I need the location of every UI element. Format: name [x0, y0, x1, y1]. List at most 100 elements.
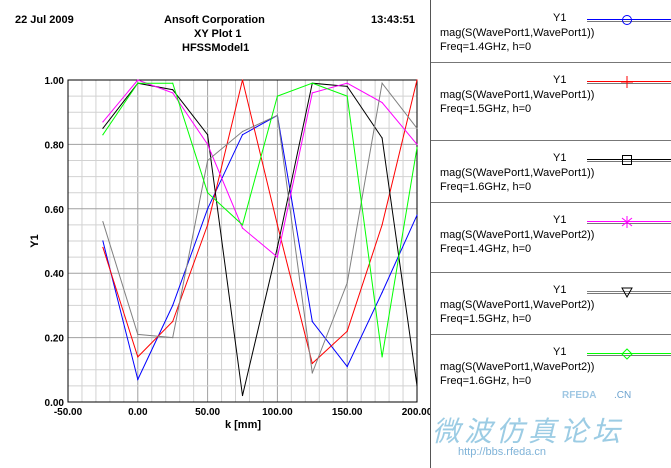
data-point: [381, 82, 383, 84]
series-line-4: [102, 79, 418, 259]
data-point: [102, 134, 104, 136]
y-tick-label: 0.00: [45, 398, 65, 409]
watermark-domain: .CN: [614, 390, 632, 401]
data-point: [207, 134, 209, 136]
legend-series-name: Y1: [553, 214, 567, 226]
legend-frequency: Freq=1.4GHz, h=0: [440, 243, 532, 255]
data-point: [207, 224, 209, 226]
legend-frequency: Freq=1.6GHz, h=0: [440, 375, 532, 387]
data-point: [311, 82, 313, 84]
x-tick-label: 100.00: [262, 407, 293, 418]
legend-series-name: Y1: [553, 284, 567, 296]
legend-expression: mag(S(WavePort1,WavePort2)): [440, 361, 595, 373]
data-point: [241, 79, 244, 81]
data-point: [346, 330, 348, 332]
legend-entry-5[interactable]: Y1 mag(S(WavePort1,WavePort2)) Freq=1.5GHz…: [431, 272, 671, 334]
legend-line-sample: [587, 19, 671, 20]
data-point: [276, 114, 278, 117]
series-layer: [102, 79, 418, 397]
x-tick-label: 50.00: [195, 407, 220, 418]
legend-panel: Y1 mag(S(WavePort1,WavePort1)) Freq=1.4GHz…: [430, 0, 671, 468]
data-point: [416, 79, 418, 81]
data-point: [102, 246, 104, 249]
data-point: [172, 304, 174, 306]
legend-line-sample: [587, 291, 671, 292]
data-point: [276, 246, 278, 249]
series-line-2: [102, 79, 418, 365]
series-line-5: [102, 81, 418, 374]
legend-separator: [431, 272, 671, 273]
watermark-rfeda: RFEDA: [562, 390, 597, 401]
x-tick-label: 200.00: [402, 407, 430, 418]
plot-date: 22 Jul 2009: [15, 14, 74, 26]
y-tick-label: 0.20: [45, 334, 65, 345]
plot-canvas: -50.00 0.00 50.00 100.00 150.00 200.000.000.2…: [29, 76, 430, 431]
data-point: [416, 385, 418, 387]
legend-separator: [431, 334, 671, 335]
data-point: [241, 130, 244, 133]
data-point: [381, 101, 383, 104]
legend-marker-plus-icon: [621, 76, 633, 88]
legend-separator: [431, 140, 671, 141]
legend-entry-3[interactable]: Y1 mag(S(WavePort1,WavePort1)) Freq=1.6GHz…: [431, 140, 671, 202]
grid: [67, 79, 418, 403]
data-point: [241, 224, 244, 226]
legend-entry-2[interactable]: Y1 mag(S(WavePort1,WavePort1)) Freq=1.5GHz…: [431, 62, 671, 124]
legend-separator: [431, 202, 671, 203]
data-point: [241, 227, 244, 229]
legend-line-sample: [587, 159, 671, 160]
data-point: [346, 282, 348, 284]
legend-entry-1[interactable]: Y1 mag(S(WavePort1,WavePort1)) Freq=1.4GHz…: [431, 0, 671, 62]
data-point: [207, 143, 209, 145]
y-tick-label: 1.00: [45, 76, 65, 87]
data-point: [137, 79, 139, 81]
watermark-chinese: 微波仿真论坛: [432, 415, 625, 448]
legend-expression: mag(S(WavePort1,WavePort2)): [440, 299, 595, 311]
data-point: [137, 82, 139, 84]
legend-line-sample: [587, 221, 671, 222]
data-point: [416, 147, 418, 149]
data-point: [102, 221, 104, 223]
data-point: [346, 365, 348, 368]
data-point: [102, 121, 104, 123]
legend-marker-diamond-icon: [621, 348, 633, 360]
legend-entry-4[interactable]: Y1 mag(S(WavePort1,WavePort2)) Freq=1.4GHz…: [431, 202, 671, 264]
y-tick-label: 0.80: [45, 140, 65, 151]
legend-line-shadow: [587, 83, 671, 84]
legend-line-shadow: [587, 161, 671, 162]
legend-series-name: Y1: [553, 346, 567, 358]
data-point: [102, 127, 104, 129]
data-point: [416, 127, 418, 129]
legend-series-name: Y1: [553, 152, 567, 164]
x-axis-label: k [mm]: [225, 419, 261, 431]
data-point: [276, 256, 278, 258]
legend-line-sample: [587, 353, 671, 354]
data-point: [416, 214, 418, 216]
legend-frequency: Freq=1.6GHz, h=0: [440, 181, 532, 193]
data-point: [346, 85, 348, 88]
data-point: [381, 224, 383, 226]
data-point: [137, 333, 139, 335]
legend-marker-square-icon: [622, 155, 632, 165]
series-line-6: [102, 82, 418, 357]
plot-title: XY Plot 1: [194, 28, 242, 40]
legend-line-shadow: [587, 355, 671, 356]
legend-marker-circle-icon: [622, 15, 632, 25]
x-tick-label: -50.00: [54, 407, 83, 418]
legend-marker-asterisk-icon: [621, 216, 633, 228]
data-point: [241, 134, 244, 136]
data-point: [207, 192, 209, 194]
data-point: [381, 137, 383, 139]
x-tick-label: 150.00: [332, 407, 363, 418]
data-point: [276, 224, 278, 226]
legend-expression: mag(S(WavePort1,WavePort2)): [440, 229, 595, 241]
series-line-1: [102, 114, 418, 381]
y-tick-label: 0.40: [45, 269, 65, 280]
data-point: [172, 92, 174, 94]
data-point: [172, 89, 174, 91]
y-tick-label: 0.60: [45, 205, 65, 216]
data-point: [172, 320, 174, 323]
y-axis-label: Y1: [29, 234, 41, 247]
model-name: HFSSModel1: [182, 42, 250, 54]
legend-entry-6[interactable]: Y1 mag(S(WavePort1,WavePort2)) Freq=1.6GHz…: [431, 334, 671, 396]
